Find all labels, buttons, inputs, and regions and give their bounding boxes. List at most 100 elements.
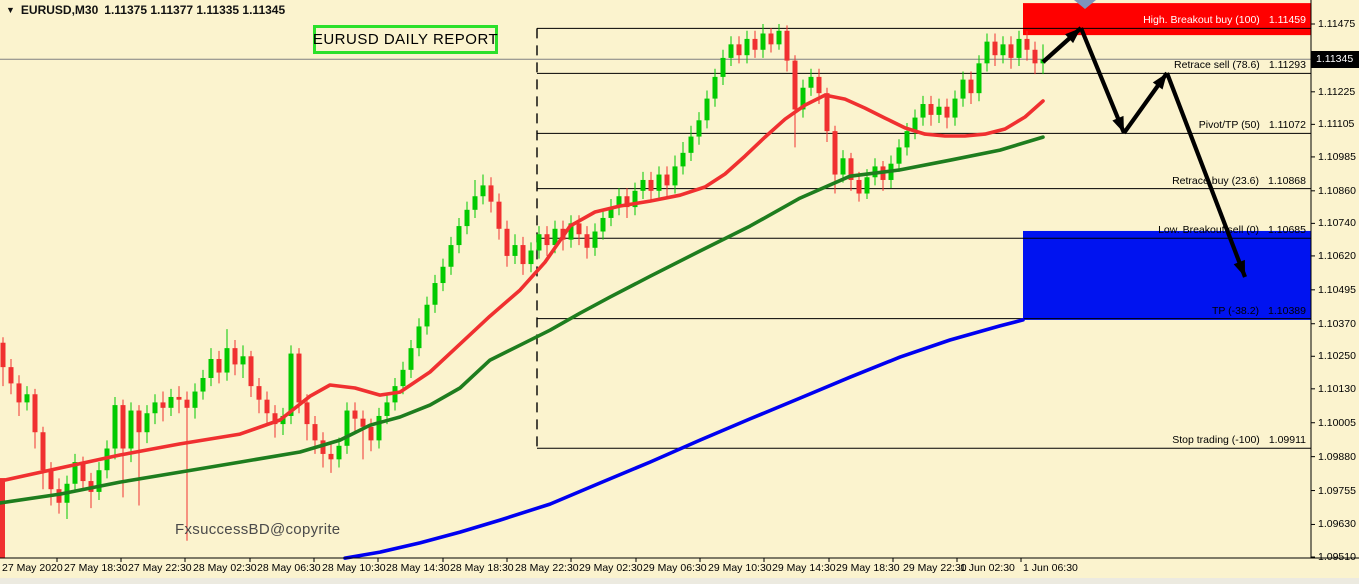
candle-body — [632, 190, 638, 208]
price-tick-label: 1.10620 — [1318, 249, 1356, 262]
candle-body — [840, 158, 846, 175]
candle-body — [184, 399, 190, 408]
price-tick-label: 1.09510 — [1318, 551, 1356, 563]
candle-body — [496, 201, 502, 229]
price-tick-label: 1.10370 — [1318, 317, 1356, 330]
candle-body — [744, 38, 750, 56]
clipped-candle — [0, 478, 5, 559]
fib-level-label: TP (-38.2) 1.10389 — [1211, 304, 1306, 317]
candle-body — [912, 117, 918, 132]
candle-body — [728, 44, 734, 58]
symbol-period-label: EURUSD,M30 — [20, 3, 99, 17]
candle-body — [768, 33, 774, 45]
candle-body — [296, 353, 302, 403]
candle-body — [960, 79, 966, 99]
candle-body — [312, 424, 318, 441]
candle-body — [600, 217, 606, 232]
candle-body — [48, 470, 54, 490]
time-tick-label: 29 May 18:30 — [836, 562, 900, 574]
candle-body — [176, 396, 182, 400]
candle-body — [128, 410, 134, 449]
candle-body — [920, 104, 926, 118]
candle-body — [616, 196, 622, 208]
candle-body — [592, 231, 598, 248]
price-tick-label: 1.10860 — [1318, 184, 1356, 197]
candle-body — [976, 63, 982, 94]
candle-body — [456, 226, 462, 246]
price-tick-label: 1.09630 — [1318, 518, 1356, 531]
candle-body — [576, 223, 582, 235]
candle-body — [280, 415, 286, 425]
time-tick-label: 1 Jun 02:30 — [960, 562, 1015, 574]
fib-level-label: High. Breakout buy (100) 1.11459 — [1143, 14, 1306, 27]
forecast-arrowhead — [1233, 259, 1245, 277]
candle-body — [112, 405, 118, 449]
fib-level-label: Low. Breakout sell (0) 1.10685 — [1158, 224, 1306, 237]
chevron-down-icon[interactable]: ▼ — [6, 5, 15, 15]
candle-body — [824, 93, 830, 132]
candle-body — [1032, 49, 1038, 64]
time-tick-label: 29 May 10:30 — [708, 562, 772, 574]
candle-body — [144, 413, 150, 433]
candle-body — [520, 245, 526, 265]
candle-body — [1000, 44, 1006, 56]
candle-body — [120, 405, 126, 449]
candle-body — [328, 453, 334, 460]
candle-body — [864, 177, 870, 194]
candle-body — [256, 386, 262, 400]
time-tick-label: 28 May 06:30 — [257, 562, 321, 574]
price-tick-label: 1.10740 — [1318, 217, 1356, 230]
candle-body — [1024, 38, 1030, 50]
price-tick-label: 1.09880 — [1318, 450, 1356, 463]
candle-body — [832, 131, 838, 175]
price-tick-label: 1.11105 — [1318, 118, 1355, 131]
candle-body — [992, 41, 998, 56]
candle-body — [224, 348, 230, 373]
price-tick-label: 1.10985 — [1318, 150, 1356, 163]
candle-body — [1016, 38, 1022, 58]
candle-body — [696, 120, 702, 137]
candle-body — [648, 179, 654, 191]
candle-body — [760, 33, 766, 50]
candle-body — [504, 228, 510, 256]
fib-level-label: Stop trading (-100) 1.09911 — [1172, 434, 1306, 447]
price-tick-label: 1.09755 — [1318, 484, 1356, 497]
time-tick-label: 27 May 18:30 — [64, 562, 128, 574]
candle-body — [752, 38, 758, 50]
candle-body — [376, 415, 382, 441]
candle-body — [584, 234, 590, 248]
candle-body — [336, 445, 342, 460]
breakout-buy-zone — [1023, 3, 1311, 36]
candle-body — [408, 348, 414, 370]
forecast-arrowhead — [1112, 115, 1124, 133]
candle-body — [952, 98, 958, 118]
time-tick-label: 27 May 2020 — [2, 562, 63, 574]
candle-body — [512, 245, 518, 256]
price-tick-label: 1.10495 — [1318, 283, 1356, 296]
candle-body — [776, 30, 782, 45]
candle-body — [400, 369, 406, 387]
candle-body — [792, 60, 798, 110]
report-box: EURUSD DAILY REPORT — [313, 25, 498, 54]
candle-body — [440, 266, 446, 284]
time-tick-label: 27 May 22:30 — [128, 562, 192, 574]
candle-body — [384, 402, 390, 416]
candle-body — [608, 207, 614, 218]
fib-level-label: Retrace sell (78.6) 1.11293 — [1174, 59, 1306, 72]
candle-body — [1008, 44, 1014, 58]
candle-body — [472, 196, 478, 210]
forecast-arrow-segment — [1165, 72, 1247, 278]
time-tick-label: 29 May 02:30 — [579, 562, 643, 574]
candle-body — [552, 228, 558, 246]
candle-body — [136, 410, 142, 433]
candle-body — [800, 87, 806, 110]
forecast-arrowhead — [1152, 73, 1167, 90]
time-tick-label: 29 May 22:30 — [903, 562, 967, 574]
candle-body — [160, 402, 166, 408]
candle-body — [568, 223, 574, 240]
candle-body — [528, 250, 534, 265]
ma-blue — [343, 318, 1025, 560]
candle-body — [984, 41, 990, 64]
candle-body — [944, 106, 950, 118]
